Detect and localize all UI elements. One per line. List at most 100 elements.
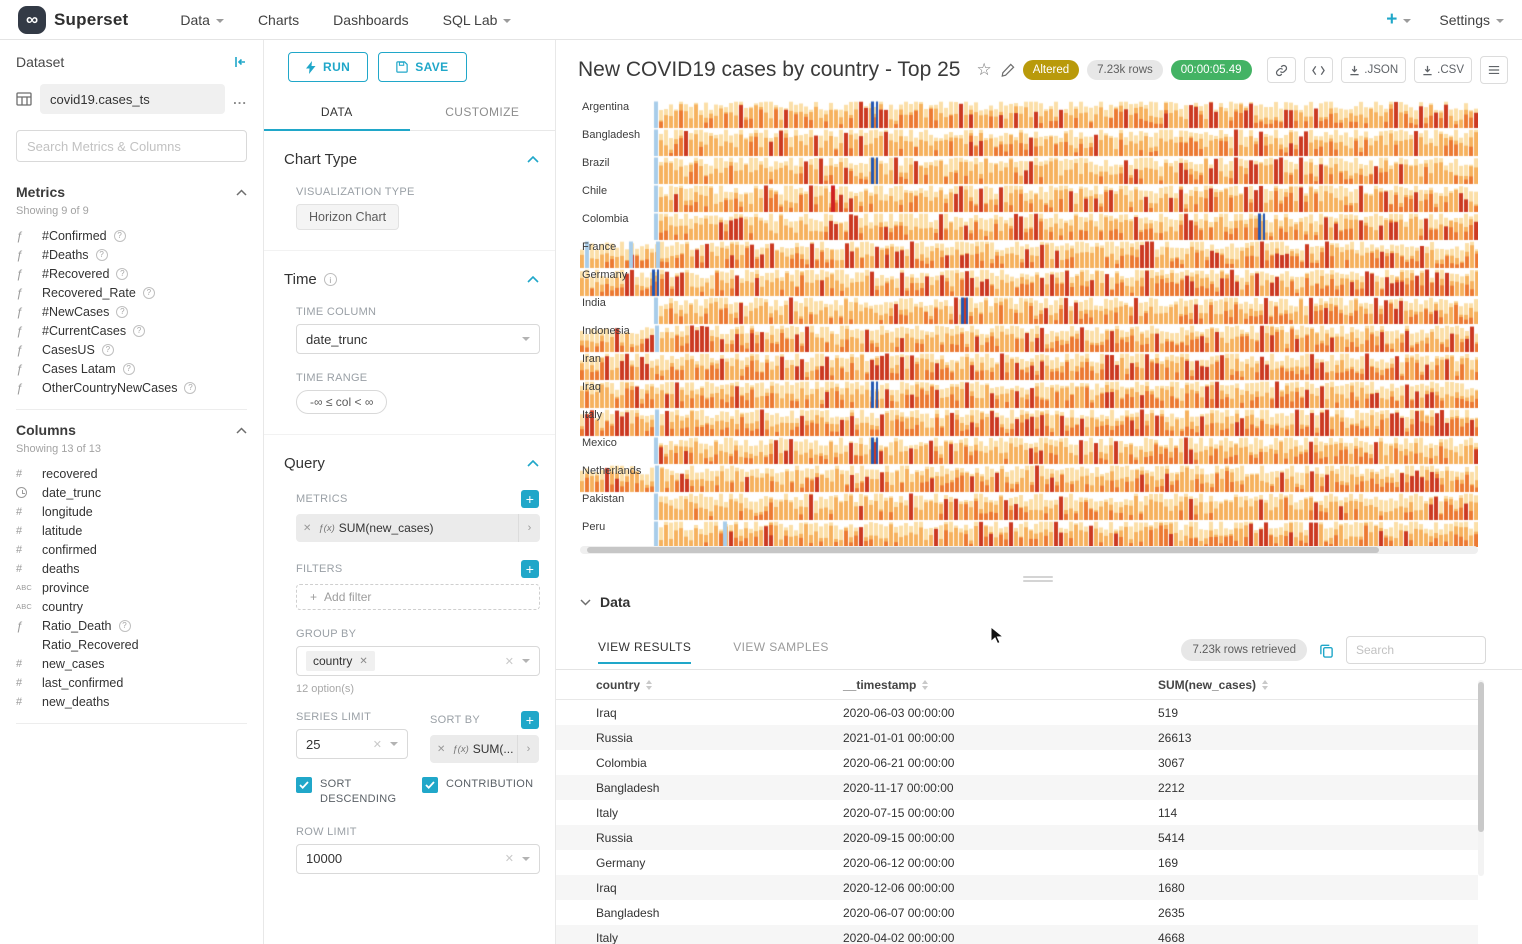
nav-item-charts[interactable]: Charts — [258, 0, 299, 40]
data-section-header[interactable]: Data — [580, 594, 630, 610]
new-menu[interactable]: + — [1386, 0, 1412, 40]
add-filter-button[interactable]: + — [521, 560, 539, 578]
tab-view-samples[interactable]: VIEW SAMPLES — [733, 640, 829, 654]
column-item[interactable]: # new_deaths — [16, 692, 247, 711]
copy-data-button[interactable] — [1319, 643, 1334, 658]
results-search-input[interactable] — [1346, 636, 1486, 664]
columns-showing-count: Showing 13 of 13 — [16, 443, 102, 455]
metric-item[interactable]: ƒ #CurrentCases? — [16, 321, 247, 340]
chevron-right-icon[interactable]: › — [518, 514, 540, 542]
chevron-up-icon[interactable] — [236, 188, 247, 196]
column-item[interactable]: # longitude — [16, 502, 247, 521]
add-filter-dropzone[interactable]: + Add filter — [296, 584, 540, 610]
group-by-select[interactable]: country ✕ ✕ — [296, 646, 540, 676]
altered-badge[interactable]: Altered — [1022, 60, 1080, 80]
save-button[interactable]: SAVE — [378, 52, 467, 82]
metric-item[interactable]: ƒ OtherCountryNewCases? — [16, 378, 247, 397]
table-vertical-scrollbar[interactable] — [1478, 680, 1484, 876]
clear-icon[interactable]: ✕ — [372, 738, 382, 751]
column-item[interactable]: # confirmed — [16, 540, 247, 559]
column-item[interactable]: date_trunc — [16, 483, 247, 502]
nav-item-data[interactable]: Data — [180, 0, 224, 40]
column-header-timestamp[interactable]: __timestamp — [843, 678, 1158, 692]
function-icon: ƒ — [16, 285, 23, 300]
column-item[interactable]: # deaths — [16, 559, 247, 578]
collapse-panel-icon[interactable] — [233, 55, 247, 69]
column-label: latitude — [42, 523, 83, 538]
sort-by-chip[interactable]: ✕ ƒ(x) SUM(... › — [430, 735, 539, 763]
clear-icon[interactable]: ✕ — [504, 655, 514, 668]
metric-item[interactable]: ƒ #Recovered? — [16, 264, 247, 283]
table-cell: Russia — [596, 730, 633, 745]
column-item[interactable]: # latitude — [16, 521, 247, 540]
numeric-type-icon: # — [16, 695, 23, 708]
embed-code-button[interactable] — [1304, 57, 1334, 83]
remove-metric-icon[interactable]: ✕ — [303, 522, 312, 534]
chart-menu-button[interactable] — [1480, 56, 1508, 84]
contribution-checkbox[interactable]: CONTRIBUTION — [422, 777, 533, 808]
panel-resize-handle[interactable] — [1023, 574, 1053, 584]
column-label: deaths — [42, 561, 80, 576]
sort-descending-checkbox[interactable]: SORT DESCENDING — [296, 777, 398, 808]
column-item[interactable]: ƒ Ratio_Death? — [16, 616, 247, 635]
column-item[interactable]: ABC country — [16, 597, 247, 616]
metric-item[interactable]: ƒ Cases Latam? — [16, 359, 247, 378]
chevron-right-icon[interactable]: › — [517, 735, 539, 763]
export-json-button[interactable]: .JSON — [1341, 57, 1407, 83]
metric-chip[interactable]: ✕ ƒ(x) SUM(new_cases) › — [296, 514, 540, 542]
run-button[interactable]: RUN — [288, 52, 369, 82]
copy-link-button[interactable] — [1267, 57, 1297, 83]
chevron-up-icon[interactable] — [527, 156, 539, 163]
numeric-type-icon: # — [16, 657, 23, 670]
time-column-select[interactable]: date_trunc — [296, 324, 540, 354]
remove-sort-icon[interactable]: ✕ — [437, 743, 446, 755]
metric-item[interactable]: ƒ CasesUS? — [16, 340, 247, 359]
time-range-value[interactable]: -∞ ≤ col < ∞ — [296, 390, 388, 414]
chart-horizontal-scrollbar[interactable] — [580, 546, 1478, 554]
metric-item[interactable]: ƒ #NewCases? — [16, 302, 247, 321]
metric-item[interactable]: ƒ Recovered_Rate? — [16, 283, 247, 302]
column-item[interactable]: # recovered — [16, 464, 247, 483]
column-header-country[interactable]: country — [596, 678, 843, 692]
column-item[interactable]: # new_cases — [16, 654, 247, 673]
row-limit-select[interactable]: 10000 ✕ — [296, 843, 540, 874]
column-item[interactable]: # last_confirmed — [16, 673, 247, 692]
nav-item-dashboards[interactable]: Dashboards — [333, 0, 409, 40]
chevron-up-icon[interactable] — [236, 426, 247, 434]
export-csv-button[interactable]: .CSV — [1414, 57, 1472, 83]
tab-customize[interactable]: CUSTOMIZE — [445, 105, 520, 119]
viz-type-value[interactable]: Horizon Chart — [296, 204, 400, 230]
dataset-name[interactable]: covid19.cases_ts — [40, 84, 226, 114]
table-row: Iraq 2020-12-06 00:00:00 1680 — [556, 875, 1478, 900]
sort-icon — [922, 679, 929, 690]
metric-item[interactable]: ƒ #Deaths? — [16, 245, 247, 264]
add-sort-button[interactable]: + — [521, 711, 539, 729]
favorite-star-icon[interactable]: ☆ — [976, 60, 992, 79]
chevron-up-icon[interactable] — [527, 276, 539, 283]
group-by-label: GROUP BY — [296, 628, 357, 640]
tab-view-results[interactable]: VIEW RESULTS — [598, 640, 692, 664]
scrollbar-thumb[interactable] — [1478, 682, 1484, 832]
column-header-sum-new-cases[interactable]: SUM(new_cases) — [1158, 678, 1478, 692]
metric-label: CasesUS — [42, 342, 95, 357]
clear-icon[interactable]: ✕ — [504, 853, 514, 866]
tab-data[interactable]: DATA — [264, 94, 410, 131]
chevron-up-icon[interactable] — [527, 460, 539, 467]
metric-item[interactable]: ƒ #Confirmed? — [16, 226, 247, 245]
search-metrics-input[interactable] — [16, 130, 247, 162]
metric-label: Cases Latam — [42, 361, 116, 376]
series-limit-select[interactable]: 25 ✕ — [296, 729, 408, 759]
add-metric-button[interactable]: + — [521, 490, 539, 508]
scrollbar-thumb[interactable] — [587, 547, 1379, 553]
table-cell: Bangladesh — [596, 780, 660, 795]
settings-menu[interactable]: Settings — [1439, 12, 1504, 28]
table-cell: 2020-06-07 00:00:00 — [843, 905, 955, 920]
nav-item-sql-lab[interactable]: SQL Lab — [443, 0, 512, 40]
remove-tag-icon[interactable]: ✕ — [359, 655, 368, 667]
column-item[interactable]: Ratio_Recovered — [16, 635, 247, 654]
superset-logo[interactable]: ∞ Superset — [18, 5, 128, 34]
edit-properties-icon[interactable] — [1000, 63, 1015, 78]
column-item[interactable]: ABC province — [16, 578, 247, 597]
help-icon: ? — [184, 381, 197, 394]
dataset-more-button[interactable]: ... — [233, 91, 247, 107]
